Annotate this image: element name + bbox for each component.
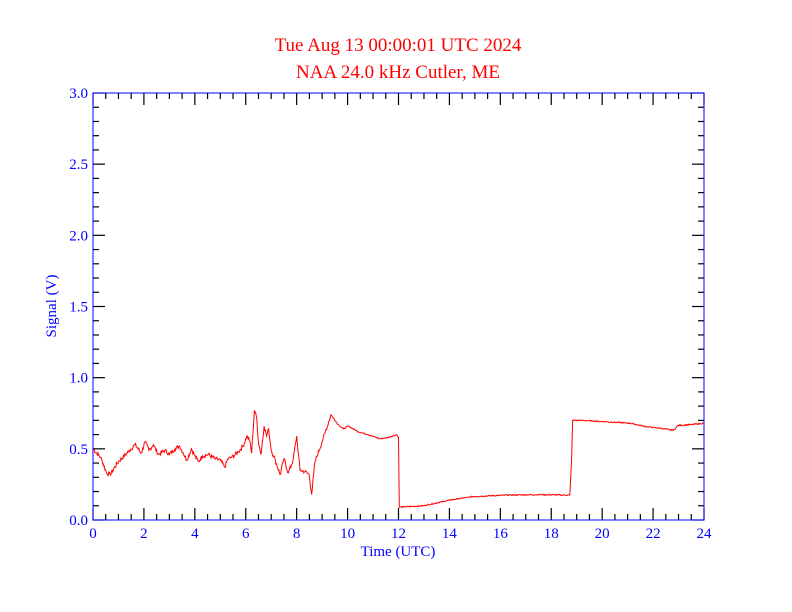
x-tick-label: 22	[646, 526, 661, 542]
chart-subtitle: NAA 24.0 kHz Cutler, ME	[296, 62, 500, 83]
x-tick-label: 2	[140, 526, 148, 542]
x-tick-label: 24	[697, 526, 713, 542]
y-tick-label: 1.5	[69, 300, 88, 316]
x-tick-label: 0	[89, 526, 97, 542]
y-tick-labels: 0.0 0.5 1.0 1.5 2.0 2.5 3.0	[69, 86, 88, 529]
y-tick-label: 2.5	[69, 157, 88, 173]
x-tick-label: 10	[340, 526, 355, 542]
x-tick-label: 4	[191, 526, 199, 542]
x-tick-label: 14	[442, 526, 458, 542]
y-tick-label: 0.0	[69, 513, 88, 529]
series-line	[92, 410, 705, 509]
x-tick-label: 12	[391, 526, 406, 542]
y-tick-label: 2.0	[69, 228, 88, 244]
x-tick-label: 20	[595, 526, 610, 542]
x-tick-label: 8	[293, 526, 301, 542]
x-tick-label: 6	[242, 526, 250, 542]
y-tick-label: 0.5	[69, 442, 88, 458]
y-axis-label: Signal (V)	[44, 275, 60, 338]
x-tick-label: 16	[493, 526, 509, 542]
x-tick-label: 18	[544, 526, 559, 542]
y-tick-label: 3.0	[69, 86, 88, 102]
x-axis-label: Time (UTC)	[361, 544, 436, 560]
x-tick-labels: 0 2 4 6 8 10 12 14 16 18 20 22 24	[89, 526, 712, 542]
plot-frame	[92, 92, 705, 521]
axis-ticks	[92, 92, 705, 521]
y-tick-label: 1.0	[69, 371, 88, 387]
chart-title: Tue Aug 13 00:00:01 UTC 2024	[275, 35, 522, 56]
